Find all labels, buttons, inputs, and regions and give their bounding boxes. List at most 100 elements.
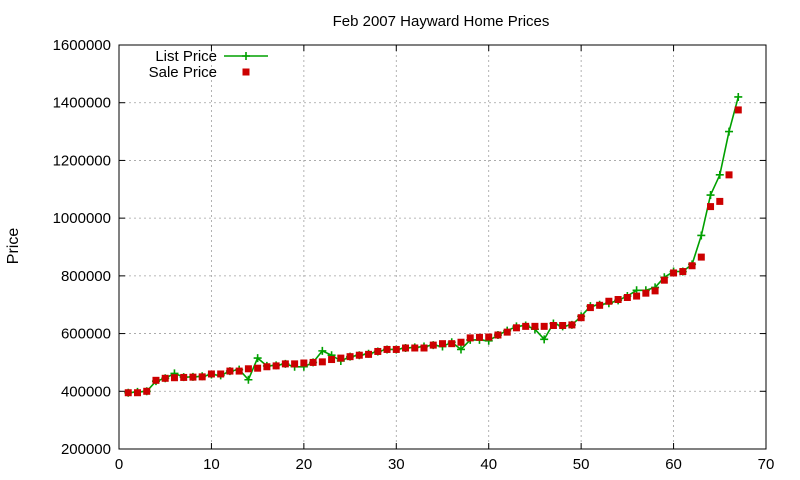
sale-price-point [392,345,400,353]
sale-price-point [402,344,410,352]
sale-price-point [180,373,188,381]
series [124,92,743,397]
sale-price-point [725,171,733,179]
sale-price-point [365,350,373,358]
sale-price-point [226,367,234,375]
y-tick-label: 600000 [61,326,111,343]
sale-price-point [707,203,715,211]
axis-ticks: 0 10 20 30 40 50 60 70 200000 400000 600000 800000 1… [53,37,775,473]
sale-price-point [623,294,631,301]
sale-price-point [679,268,687,276]
sale-price-point [439,340,446,348]
sale-price-point [244,365,252,373]
sale-price-point [411,344,419,352]
y-tick-label: 1200000 [53,152,111,169]
x-tick-label: 40 [480,456,497,473]
sale-price-point [337,354,345,362]
sale-price-point [170,374,178,382]
sale-price-point [522,322,530,330]
sale-price-point [485,333,493,341]
sale-price-point [133,389,141,397]
sale-price-point [457,338,465,346]
sale-price-point [614,296,622,304]
chart-title: Feb 2007 Hayward Home Prices [333,13,550,30]
sale-price-point [559,321,567,329]
sale-price-point [512,324,520,332]
list-price-point [253,354,262,363]
x-tick-label: 30 [388,456,405,473]
sale-price-point [651,287,659,295]
x-tick-label: 50 [573,456,590,473]
y-tick-label: 1600000 [53,37,111,54]
sale-price-point [198,373,206,381]
sale-price-point [697,253,705,261]
list-price-point [725,127,734,136]
sale-price-point [355,351,363,359]
sale-price-point [670,269,678,277]
sale-price-point [309,358,317,366]
sale-price-point [540,322,548,330]
sale-price-point [448,340,456,348]
list-price-point [244,375,253,384]
sale-price-point [503,328,511,336]
sale-price-point [124,389,132,397]
sale-price-point [605,297,613,305]
sale-price-point [217,370,225,378]
sale-price-point [660,276,668,284]
sale-price-point [318,358,326,366]
sale-price-point [633,292,641,300]
legend-marker-sale-price [242,68,250,76]
list-price-point [540,335,549,344]
y-tick-label: 1400000 [53,95,111,112]
list-price-point [697,231,706,240]
sale-price-point [207,370,215,378]
sale-price-point [642,289,650,297]
sale-price-point [586,304,594,312]
y-tick-label: 1000000 [53,210,111,227]
sale-price-point [263,363,271,371]
sale-price-point [716,197,724,205]
sale-price-point [383,345,391,353]
sale-price-point [549,321,557,329]
sale-price-point [420,344,428,352]
list-price-point [456,345,465,354]
x-tick-label: 20 [296,456,313,473]
sale-price-point [281,360,289,368]
grid [119,45,766,449]
y-tick-label: 400000 [61,383,111,400]
sale-price-point [189,373,197,381]
list-price-point [318,346,327,355]
sale-price-point [300,359,308,367]
list-price-point [734,92,743,101]
list-price-point [715,170,724,179]
sale-price-point [466,334,474,342]
sale-price-point [291,360,299,368]
x-tick-label: 0 [115,456,123,473]
sale-price-point [161,374,169,382]
sale-price-point [577,314,585,322]
x-tick-label: 70 [758,456,775,473]
sale-price-point [688,262,696,270]
plot-frame [118,44,767,450]
sale-price-point [494,331,502,339]
sale-price-point [374,347,382,355]
sale-price-point [152,376,160,384]
y-tick-label: 200000 [61,441,111,458]
legend-marker-list-price [242,52,250,60]
sale-price-point [596,301,604,309]
x-tick-label: 60 [665,456,682,473]
sale-price-point [346,353,354,361]
legend-label-sale-price: Sale Price [149,64,217,81]
x-tick-label: 10 [203,456,220,473]
y-axis-label: Price [5,228,22,265]
sale-price-point [235,367,243,375]
legend-label-list-price: List Price [155,48,217,65]
sale-price-point [568,321,576,329]
list-price-point [706,191,715,200]
sale-price-point [272,362,280,370]
sale-price-point [429,341,437,349]
sale-price-point [734,106,742,114]
y-tick-label: 800000 [61,268,111,285]
